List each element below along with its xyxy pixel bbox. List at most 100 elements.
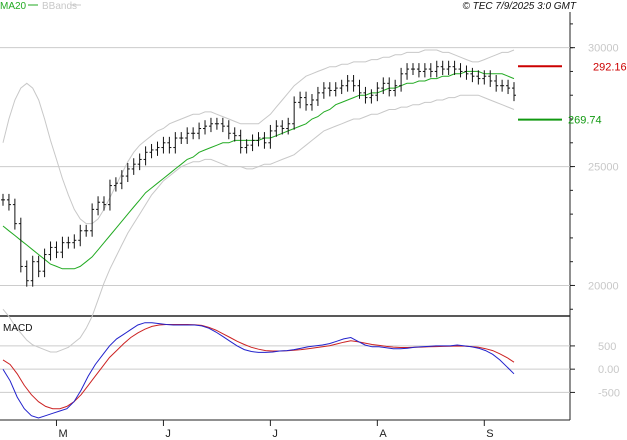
annotation-label: 292.16 (593, 61, 627, 73)
price-axis: 20000 25000 30000 (570, 23, 619, 310)
price-bars (1, 60, 516, 287)
macd-tick-label: -500 (598, 387, 620, 399)
price-bar (369, 89, 374, 104)
price-bar (333, 82, 338, 97)
price-bar (72, 234, 77, 249)
price-bar (84, 224, 89, 237)
price-bar (274, 120, 279, 137)
price-bar (214, 117, 219, 130)
price-bar (6, 193, 11, 211)
price-bar (440, 60, 445, 76)
price-bar (42, 248, 47, 278)
price-panel-frame (0, 12, 571, 317)
legend: MA20 BBands (0, 1, 81, 12)
price-bar (387, 77, 392, 97)
price-bar (220, 117, 225, 133)
price-bar (416, 63, 421, 78)
price-tick-label: 20000 (588, 280, 619, 292)
price-bar (18, 217, 23, 273)
price-bar (482, 70, 487, 85)
price-bar (131, 158, 136, 175)
month-label: J (165, 428, 171, 440)
price-bar (232, 127, 237, 142)
price-bar (446, 60, 451, 76)
signal-line (2, 324, 515, 410)
price-bar (309, 94, 314, 111)
macd-grid (0, 345, 570, 393)
price-bar (422, 63, 427, 78)
month-label: M (58, 428, 67, 440)
macd-tick-label: 0.00 (598, 364, 619, 376)
bollinger-bands (2, 49, 515, 353)
price-bar (185, 127, 190, 144)
price-bar (476, 70, 481, 85)
price-bar (179, 132, 184, 144)
legend-bbands: BBands (42, 1, 77, 12)
price-bar (250, 134, 255, 152)
price-bar (102, 196, 107, 211)
price-bar (405, 63, 410, 80)
price-bar (512, 82, 516, 102)
price-bar (327, 82, 332, 97)
macd-tick-label: 500 (598, 341, 616, 353)
price-bar (393, 79, 398, 97)
price-bar (321, 82, 326, 99)
month-label: J (272, 428, 278, 440)
price-bar (268, 124, 273, 149)
price-bar (149, 143, 154, 159)
price-bar (12, 198, 17, 230)
bb-upper-line (2, 49, 515, 225)
price-bar (30, 255, 35, 287)
price-bar (434, 60, 439, 78)
price-bar (464, 65, 469, 80)
price-bar (24, 260, 29, 287)
price-bar (470, 67, 475, 83)
price-bar (238, 129, 243, 154)
bb-lower-line (2, 94, 515, 353)
price-annotations: 292.16 269.74 (518, 61, 627, 127)
ma20-line (2, 70, 515, 270)
price-bar (66, 236, 71, 249)
price-bar (48, 241, 53, 261)
price-bar (506, 79, 511, 95)
price-bar (304, 91, 309, 111)
price-bar (363, 86, 368, 104)
month-label: S (486, 428, 493, 440)
price-bar (191, 127, 196, 140)
legend-ma20: MA20 (0, 1, 27, 12)
price-tick-label: 25000 (588, 162, 619, 174)
price-bar (244, 139, 249, 154)
price-bar (78, 224, 83, 247)
price-bar (125, 163, 130, 183)
price-bar (137, 153, 142, 171)
price-bar (119, 170, 124, 190)
price-tick-label: 30000 (588, 43, 619, 55)
price-bar (143, 146, 148, 166)
price-bar (381, 77, 386, 95)
annotation-label: 269.74 (568, 115, 602, 127)
price-bar (500, 79, 505, 92)
price-bar (351, 75, 356, 92)
price-bar (1, 193, 5, 206)
price-bar (161, 136, 166, 154)
price-bar (458, 63, 463, 78)
macd-axis: -500 0.00 500 (570, 341, 620, 399)
price-bar (452, 60, 457, 76)
price-bar (155, 141, 160, 156)
price-bar (315, 86, 320, 106)
price-bar (54, 241, 59, 259)
price-grid (0, 47, 570, 286)
macd-lines (2, 322, 515, 419)
month-label: A (379, 428, 387, 440)
price-bar (262, 132, 267, 149)
price-bar (410, 63, 415, 76)
price-bar (113, 177, 118, 192)
price-bar (339, 79, 344, 95)
price-bar (167, 136, 172, 154)
price-bar (60, 236, 65, 259)
copyright: © TEC 7/9/2025 3:0 GMT (462, 1, 576, 12)
price-bar (96, 196, 101, 216)
price-bar (107, 179, 112, 211)
